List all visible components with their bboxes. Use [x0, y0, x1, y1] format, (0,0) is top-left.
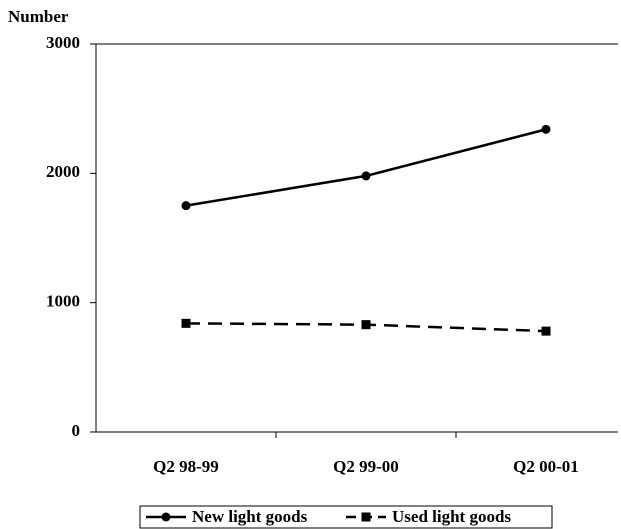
- data-point: [361, 320, 371, 330]
- legend-label: Used light goods: [392, 507, 511, 526]
- x-tick-label: Q2 98-99: [153, 457, 219, 476]
- x-tick-label: Q2 00-01: [513, 457, 579, 476]
- series-line: [185, 128, 547, 207]
- legend-marker: [161, 512, 171, 522]
- data-point: [541, 326, 551, 336]
- legend-marker: [361, 512, 371, 522]
- data-point: [181, 318, 191, 328]
- y-tick-label: 2000: [46, 162, 80, 181]
- legend-label: New light goods: [192, 507, 308, 526]
- legend-box: [139, 505, 553, 529]
- data-point: [361, 171, 371, 181]
- x-tick-label: Q2 99-00: [333, 457, 399, 476]
- y-tick-label: 1000: [46, 292, 80, 311]
- y-tick-label: 0: [72, 421, 81, 440]
- y-axis-label: Number: [8, 7, 69, 26]
- y-tick-label: 3000: [46, 33, 80, 52]
- data-point: [181, 201, 191, 211]
- data-point: [541, 124, 551, 134]
